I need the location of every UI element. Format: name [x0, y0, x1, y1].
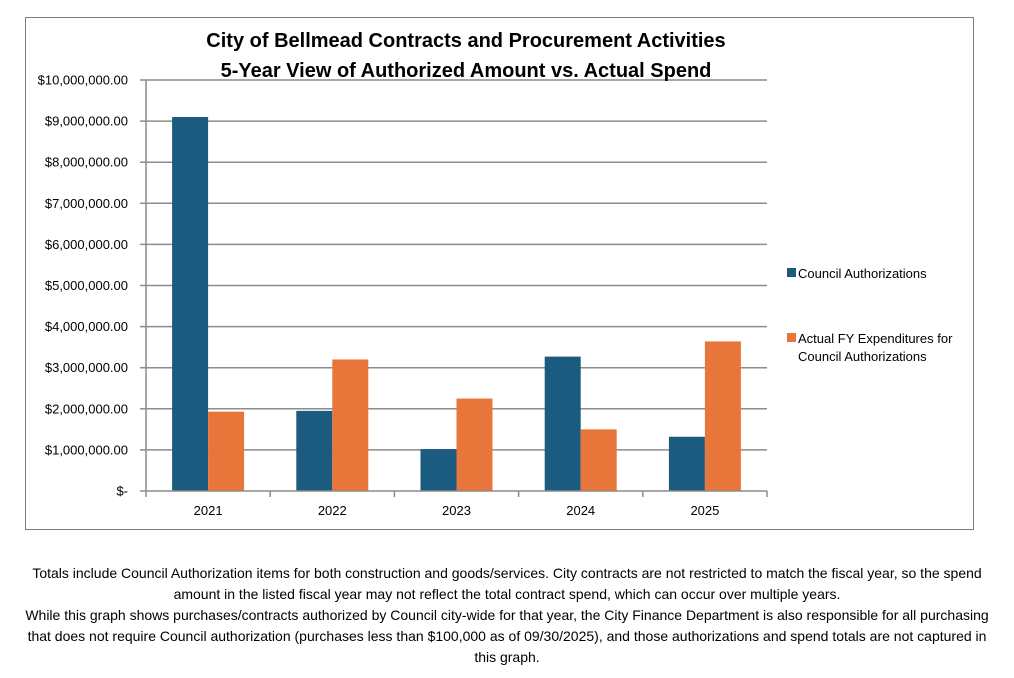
- y-tick-label: $4,000,000.00: [45, 319, 128, 334]
- y-tick-label: $10,000,000.00: [38, 73, 128, 88]
- bar-council-authorizations: [172, 116, 209, 492]
- x-tick-label: 2022: [318, 503, 347, 518]
- bar-council-authorizations: [544, 356, 581, 491]
- legend-label: Council Authorizations: [798, 266, 927, 281]
- y-tick-label: $6,000,000.00: [45, 237, 128, 252]
- gridlines: [146, 79, 767, 451]
- y-tick-label: $9,000,000.00: [45, 114, 128, 129]
- y-tick-label: $-: [116, 484, 128, 499]
- x-tick-label: 2023: [442, 503, 471, 518]
- footnote-line-1: Totals include Council Authorization ite…: [32, 565, 982, 602]
- legend-swatch: [787, 268, 796, 277]
- legend-label: Actual FY Expenditures for: [798, 331, 953, 346]
- bar-actual-expenditures: [332, 359, 369, 491]
- y-tick-label: $3,000,000.00: [45, 360, 128, 375]
- x-axis-tick-labels: 2021 2022 2023 2024 2025: [194, 503, 720, 518]
- chart-title: City of Bellmead Contracts and Procureme…: [206, 30, 725, 82]
- bar-council-authorizations: [296, 410, 333, 491]
- y-tick-label: $8,000,000.00: [45, 155, 128, 170]
- y-tick-label: $5,000,000.00: [45, 278, 128, 293]
- axes: [140, 79, 768, 497]
- legend-label: Council Authorizations: [798, 349, 927, 364]
- legend-swatch: [787, 333, 796, 342]
- x-tick-label: 2025: [690, 503, 719, 518]
- y-axis-tick-labels: $- $1,000,000.00 $2,000,000.00 $3,000,000.0…: [38, 73, 128, 499]
- chart-title-line-2: 5-Year View of Authorized Amount vs. Act…: [221, 60, 712, 82]
- chart-title-line-1: City of Bellmead Contracts and Procureme…: [206, 30, 725, 52]
- bars: [172, 116, 741, 492]
- bar-council-authorizations: [420, 449, 457, 491]
- chart-frame: $- $1,000,000.00 $2,000,000.00 $3,000,000.0…: [25, 17, 974, 530]
- bar-council-authorizations: [668, 436, 705, 491]
- y-tick-label: $1,000,000.00: [45, 442, 128, 457]
- footnote: Totals include Council Authorization ite…: [20, 563, 994, 668]
- bar-actual-expenditures: [704, 341, 741, 491]
- bar-actual-expenditures: [208, 411, 245, 491]
- bar-actual-expenditures: [456, 398, 493, 491]
- bar-chart: $- $1,000,000.00 $2,000,000.00 $3,000,000.0…: [38, 30, 953, 518]
- x-tick-label: 2024: [566, 503, 595, 518]
- y-tick-label: $7,000,000.00: [45, 196, 128, 211]
- legend: Council Authorizations Actual FY Expendit…: [787, 266, 953, 364]
- footnote-line-2: While this graph shows purchases/contrac…: [25, 607, 989, 665]
- y-tick-label: $2,000,000.00: [45, 401, 128, 416]
- x-tick-label: 2021: [194, 503, 223, 518]
- bar-actual-expenditures: [580, 429, 617, 491]
